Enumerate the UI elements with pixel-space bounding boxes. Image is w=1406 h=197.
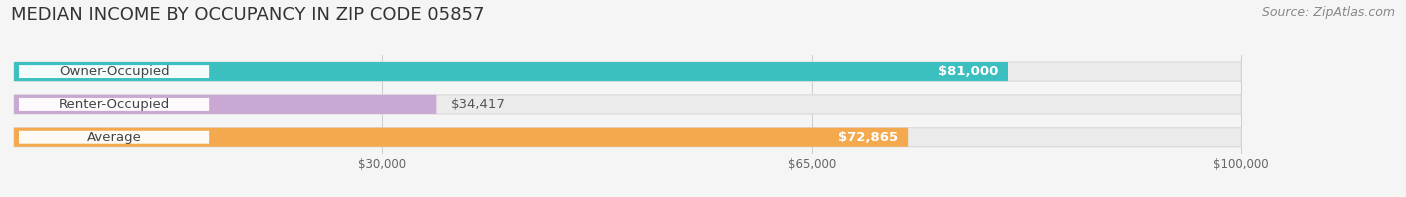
FancyBboxPatch shape: [18, 131, 209, 144]
FancyBboxPatch shape: [14, 95, 436, 114]
FancyBboxPatch shape: [18, 98, 209, 111]
Text: Owner-Occupied: Owner-Occupied: [59, 65, 169, 78]
Text: Average: Average: [87, 131, 142, 144]
Text: $81,000: $81,000: [938, 65, 998, 78]
Text: MEDIAN INCOME BY OCCUPANCY IN ZIP CODE 05857: MEDIAN INCOME BY OCCUPANCY IN ZIP CODE 0…: [11, 6, 485, 24]
FancyBboxPatch shape: [14, 62, 1008, 81]
FancyBboxPatch shape: [14, 128, 908, 147]
FancyBboxPatch shape: [14, 62, 1241, 81]
Text: $34,417: $34,417: [451, 98, 506, 111]
FancyBboxPatch shape: [14, 128, 1241, 147]
FancyBboxPatch shape: [14, 95, 1241, 114]
Text: $72,865: $72,865: [838, 131, 898, 144]
Text: Renter-Occupied: Renter-Occupied: [59, 98, 170, 111]
Text: Source: ZipAtlas.com: Source: ZipAtlas.com: [1261, 6, 1395, 19]
FancyBboxPatch shape: [18, 65, 209, 78]
